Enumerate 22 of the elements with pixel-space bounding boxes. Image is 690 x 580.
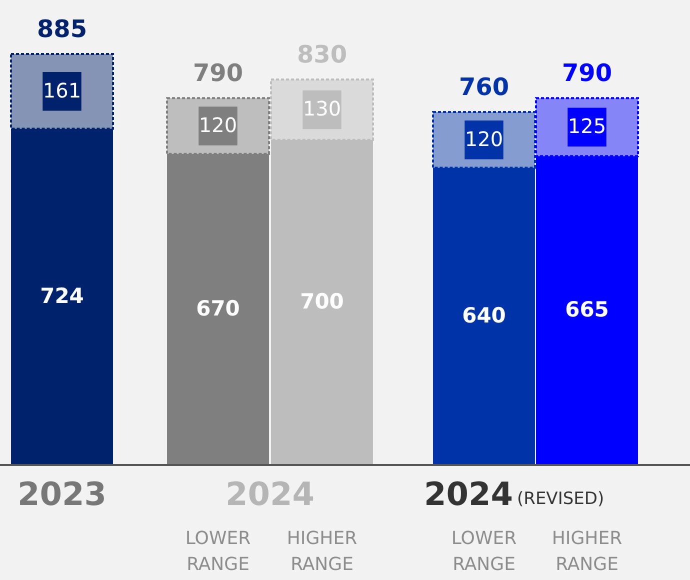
total-label: 760 bbox=[458, 73, 510, 102]
x-tick-label: HIGHER RANGE bbox=[286, 528, 358, 575]
data-label: 670 bbox=[196, 296, 240, 320]
x-tick-label: LOWER RANGE bbox=[185, 528, 251, 575]
data-label: 120 bbox=[198, 112, 238, 137]
data-label: 665 bbox=[565, 298, 609, 322]
data-label: 700 bbox=[300, 289, 344, 314]
data-label: 724 bbox=[40, 284, 84, 308]
text: 2024 bbox=[225, 475, 315, 513]
total-label: 885 bbox=[36, 15, 88, 43]
total-label: 790 bbox=[562, 59, 612, 88]
data-label: 640 bbox=[462, 303, 506, 328]
data-label: 125 bbox=[568, 114, 606, 138]
x-tick-label: LOWER RANGE bbox=[451, 528, 517, 575]
data-label: 161 bbox=[42, 78, 82, 102]
text: (REVISED) bbox=[517, 489, 604, 509]
total-label: 790 bbox=[192, 59, 244, 88]
x-tick-label: 2023 bbox=[17, 475, 107, 513]
text: 2024 bbox=[424, 475, 513, 513]
data-label: 120 bbox=[464, 126, 504, 151]
data-label: 130 bbox=[302, 96, 342, 121]
x-tick-label: HIGHER RANGE bbox=[552, 528, 622, 575]
